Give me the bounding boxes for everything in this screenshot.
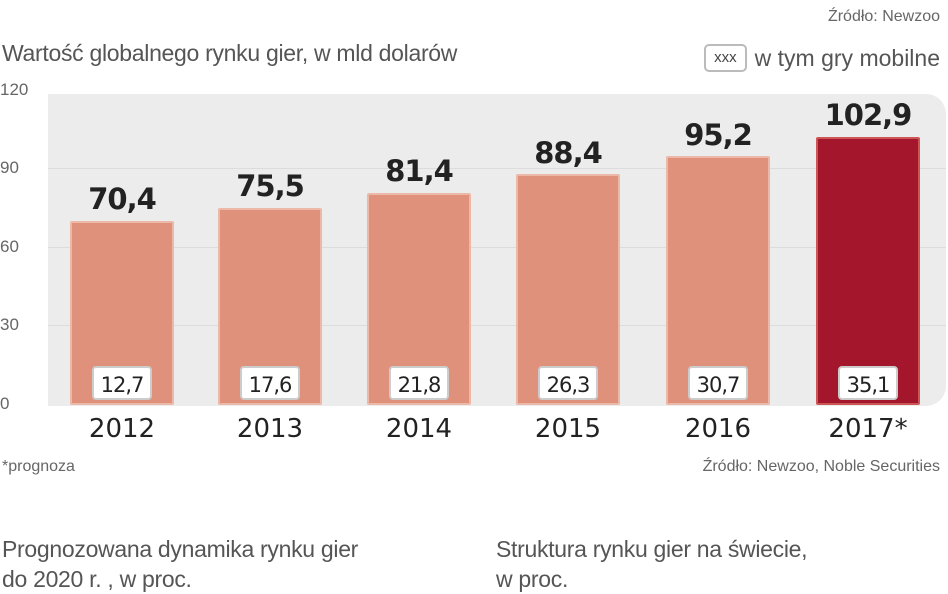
x-label: 2013 <box>236 414 304 444</box>
legend: xxx w tym gry mobilne <box>704 44 940 72</box>
bar-2017 <box>816 137 920 405</box>
next-chart-title-left: Prognozowana dynamika rynku gier do 2020… <box>2 534 358 594</box>
x-label: 2012 <box>88 414 156 444</box>
y-tick-120: 120 <box>0 80 29 99</box>
x-label: 2016 <box>684 414 752 444</box>
bar-value: 88,4 <box>534 136 603 170</box>
x-label: 2017* <box>828 414 908 444</box>
y-tick-0: 0 <box>0 394 10 413</box>
mobile-value: 12,7 <box>92 366 152 400</box>
x-label: 2015 <box>534 414 602 444</box>
y-tick-30: 30 <box>0 315 19 334</box>
mobile-value: 21,8 <box>389 366 449 400</box>
next-chart-title-right: Struktura rynku gier na świecie, w proc. <box>496 534 808 594</box>
bar-value: 81,4 <box>385 154 454 188</box>
legend-label: w tym gry mobilne <box>754 44 940 71</box>
source-top: Źródło: Newzoo <box>827 8 940 25</box>
mobile-value: 35,1 <box>838 366 898 400</box>
bar-value: 95,2 <box>684 118 753 152</box>
gridline-30 <box>48 325 946 326</box>
bar-value: 70,4 <box>88 182 157 216</box>
plot-area <box>48 94 946 406</box>
source-bottom: Źródło: Newzoo, Noble Securities <box>702 458 940 475</box>
gridline-60 <box>48 247 946 248</box>
mobile-value: 26,3 <box>538 366 598 400</box>
mobile-value: 30,7 <box>688 366 748 400</box>
y-tick-90: 90 <box>0 158 19 177</box>
forecast-note: *prognoza <box>2 458 75 475</box>
bar-2016 <box>666 156 770 405</box>
bar-value: 102,9 <box>824 98 913 132</box>
bar-2014 <box>367 193 471 405</box>
x-label: 2014 <box>385 414 453 444</box>
legend-swatch: xxx <box>704 44 747 72</box>
mobile-value: 17,6 <box>240 366 300 400</box>
y-tick-60: 60 <box>0 237 19 256</box>
bar-value: 75,5 <box>236 169 305 203</box>
title-line: Prognozowana dynamika rynku gier <box>2 536 359 562</box>
title-line: Struktura rynku gier na świecie, <box>496 536 808 562</box>
chart-title: Wartość globalnego rynku gier, w mld dol… <box>2 40 458 66</box>
title-line: do 2020 r. , w proc. <box>2 566 192 592</box>
title-line: w proc. <box>496 566 569 592</box>
gridline-90 <box>48 168 946 169</box>
